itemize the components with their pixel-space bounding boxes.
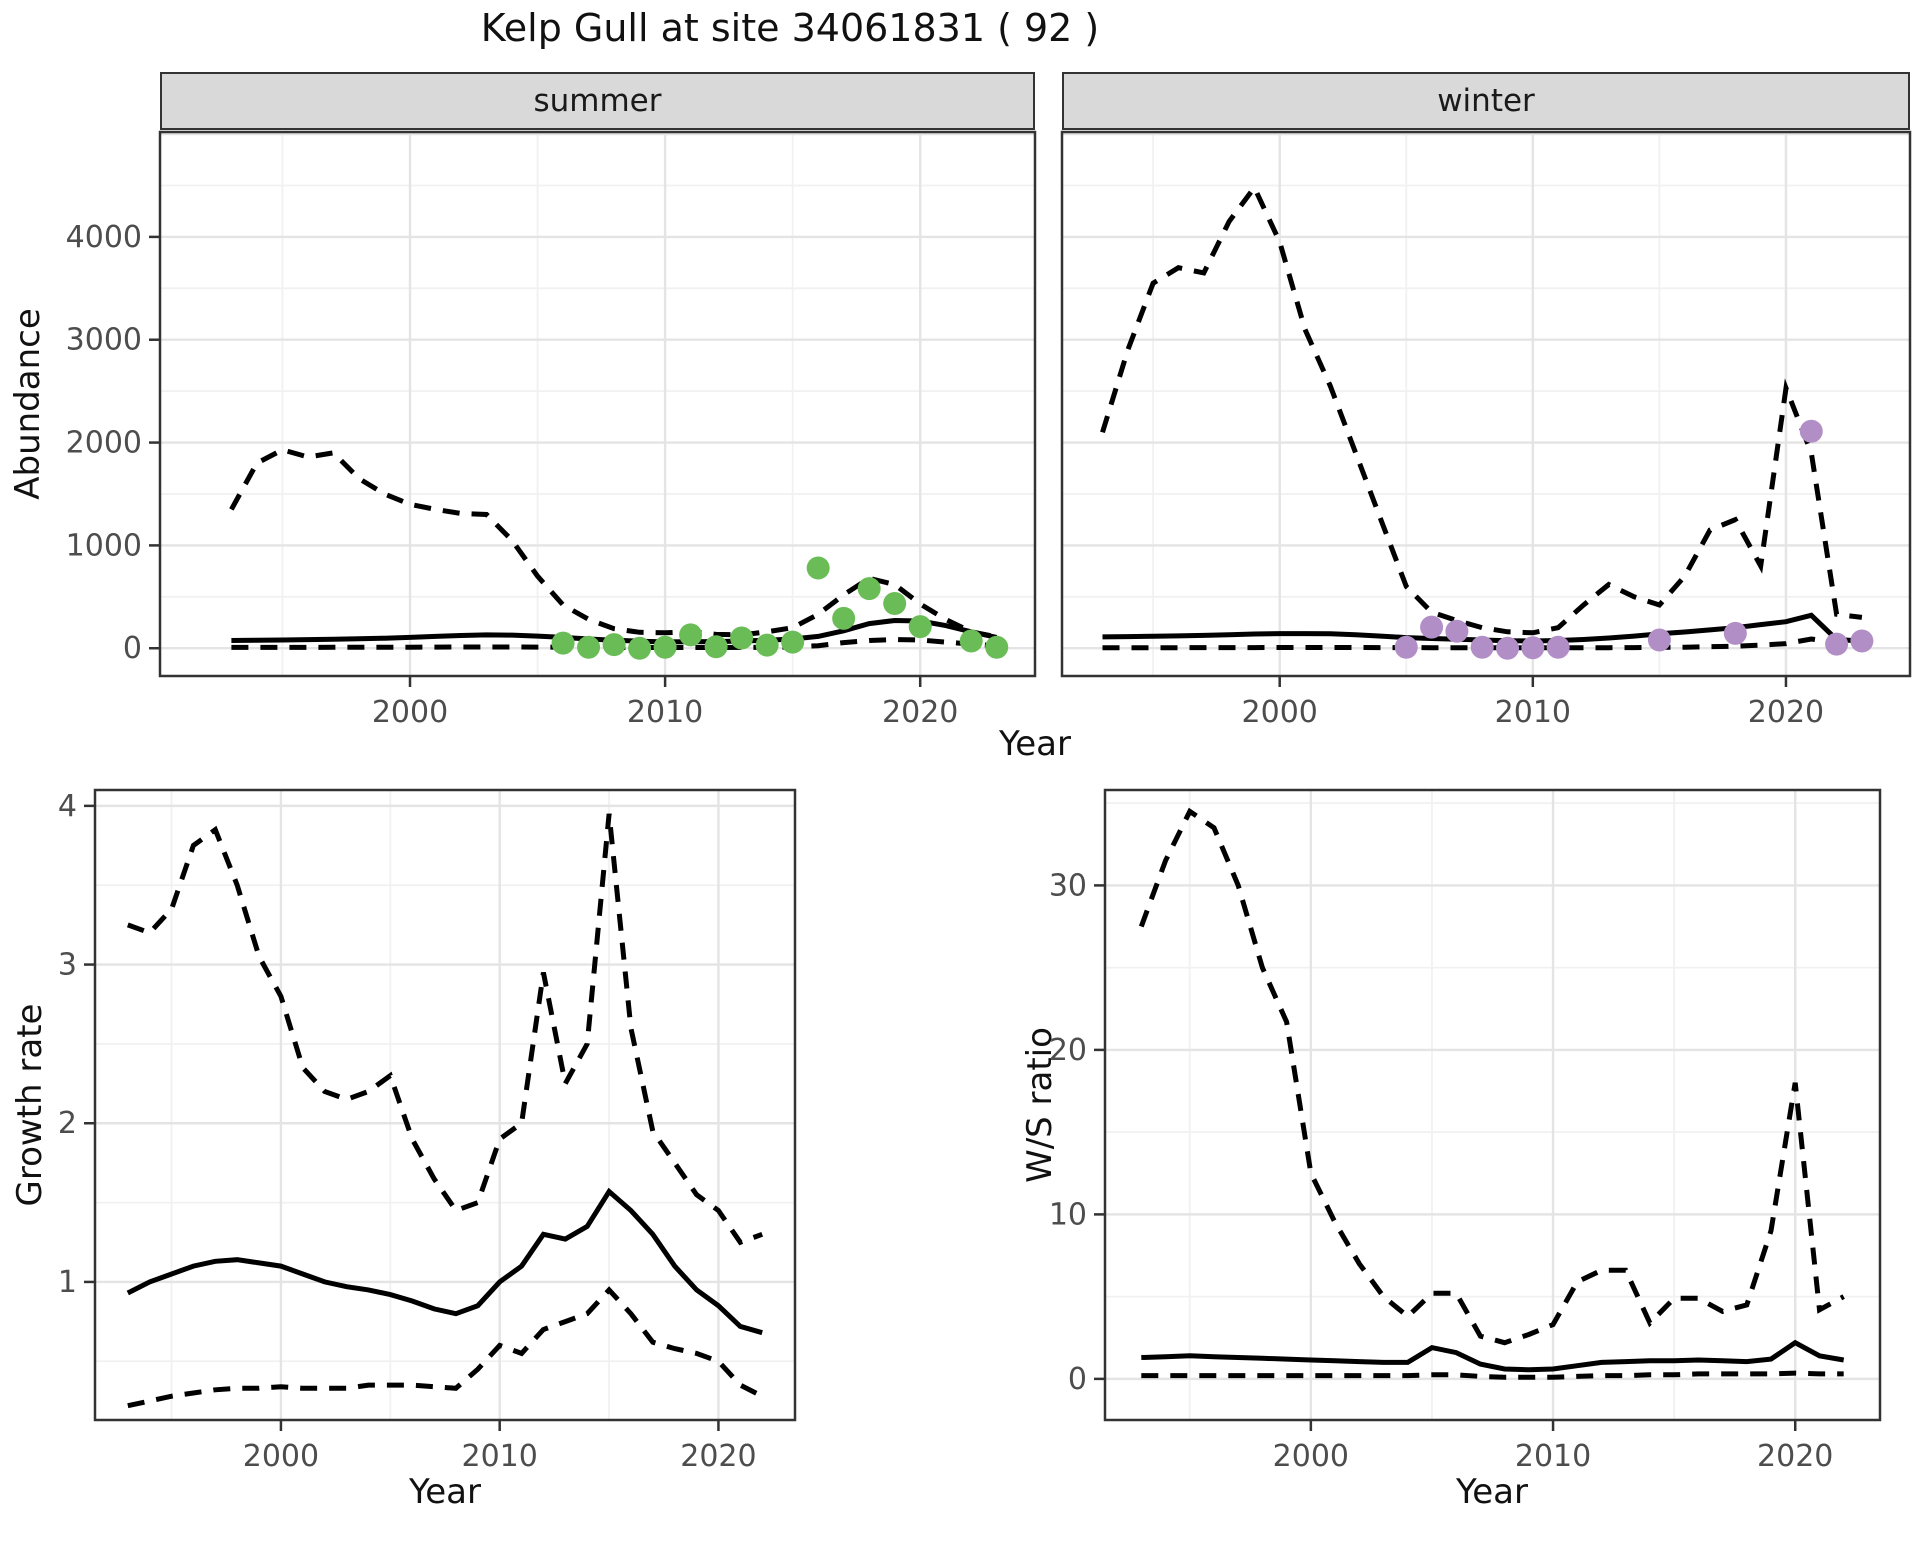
median-line [1141, 1339, 1845, 1373]
x-tick-label: 2020 [1757, 1439, 1833, 1474]
lower_ci-line [1141, 1370, 1844, 1380]
upper_ci-line [126, 813, 764, 1246]
observed-winter-point [1496, 636, 1520, 660]
observed-summer-point [551, 631, 575, 655]
observed-summer-point [755, 633, 779, 657]
y-tick-label: 2 [58, 1106, 77, 1141]
x-tick-label: 2000 [372, 695, 448, 730]
observed-winter-point [1647, 628, 1671, 652]
observed-winter-point [1723, 621, 1747, 645]
observed-summer-point [602, 633, 626, 657]
y-tick-label: 0 [1068, 1362, 1087, 1397]
observed-summer-point [679, 623, 703, 647]
observed-winter-point [1825, 632, 1849, 656]
y-tick-label: 3000 [66, 323, 142, 358]
observed-summer-point [985, 635, 1009, 659]
y-tick-label: 1000 [66, 528, 142, 563]
y-tick-label: 20 [1049, 1033, 1087, 1068]
observed-summer-point [883, 592, 907, 616]
observed-winter-point [1850, 629, 1874, 653]
observed-winter-point [1394, 635, 1418, 659]
x-tick-label: 2020 [1748, 695, 1824, 730]
panel-border [93, 788, 797, 1422]
x-tick-label: 2010 [1495, 695, 1571, 730]
observed-summer-point [704, 635, 728, 659]
observed-winter-point [1799, 419, 1823, 443]
x-tick-label: 2020 [882, 695, 958, 730]
facet-strip-summer: summer [160, 72, 1035, 130]
x-tick-label: 2010 [627, 695, 703, 730]
panel-border [1060, 130, 1912, 678]
panel-background [1062, 132, 1910, 676]
top-year-axis-title: Year [999, 724, 1071, 764]
observed-winter-point [1445, 619, 1469, 643]
lower_ci-line [127, 1286, 764, 1409]
y-tick-label: 4 [58, 789, 77, 824]
x-tick-label: 2010 [462, 1439, 538, 1474]
panel-border [158, 130, 1037, 678]
y-tick-label: 0 [123, 631, 142, 666]
observed-summer-point [908, 615, 932, 639]
plot-title: Kelp Gull at site 34061831 ( 92 ) [480, 6, 1100, 50]
panel-background [1105, 790, 1880, 1420]
observed-summer-point [832, 606, 856, 630]
ws-year-axis-title: Year [1456, 1472, 1528, 1512]
observed-winter-point [1470, 635, 1494, 659]
observed-summer-point [577, 635, 601, 659]
panel-background [95, 790, 795, 1420]
observed-summer-point [628, 636, 652, 660]
panel-border [1103, 788, 1882, 1422]
facet-strip-winter-label: winter [1437, 83, 1535, 119]
x-tick-label: 2000 [243, 1439, 319, 1474]
panel-growth_rate: 2000 2010 2020 1 2 3 4 [58, 788, 797, 1474]
observed-summer-point [653, 635, 677, 659]
growth-year-axis-title: Year [409, 1472, 481, 1512]
y-tick-label: 4000 [66, 220, 142, 255]
panel-abundance_winter: 2000 2010 2020 [1060, 130, 1912, 730]
observed-summer-point [959, 629, 983, 653]
observed-winter-point [1546, 635, 1570, 659]
x-tick-label: 2000 [1273, 1439, 1349, 1474]
panel-background [160, 132, 1035, 676]
upper_ci-line [1100, 182, 1863, 636]
x-tick-label: 2000 [1242, 695, 1318, 730]
median-line [126, 1187, 763, 1336]
observed-winter-point [1521, 636, 1545, 660]
facet-strip-winter: winter [1062, 72, 1910, 130]
x-tick-label: 2010 [1515, 1439, 1591, 1474]
observed-summer-point [781, 630, 805, 654]
y-tick-label: 3 [58, 948, 77, 983]
y-tick-label: 1 [58, 1265, 77, 1300]
panel-ws_ratio: 2000 2010 2020 0 10 20 30 [1049, 788, 1882, 1474]
y-tick-label: 10 [1049, 1197, 1087, 1232]
y-tick-label: 30 [1049, 868, 1087, 903]
panel-abundance_summer: 2000 2010 2020 0 1000 2000 3000 4000 [66, 130, 1037, 730]
observed-summer-point [806, 556, 830, 580]
facet-strip-summer-label: summer [533, 83, 662, 119]
x-tick-label: 2020 [680, 1439, 756, 1474]
upper_ci-line [229, 447, 998, 640]
observed-summer-point [857, 577, 881, 601]
observed-winter-point [1420, 615, 1444, 639]
observed-summer-point [730, 626, 754, 650]
y-tick-label: 2000 [66, 426, 142, 461]
